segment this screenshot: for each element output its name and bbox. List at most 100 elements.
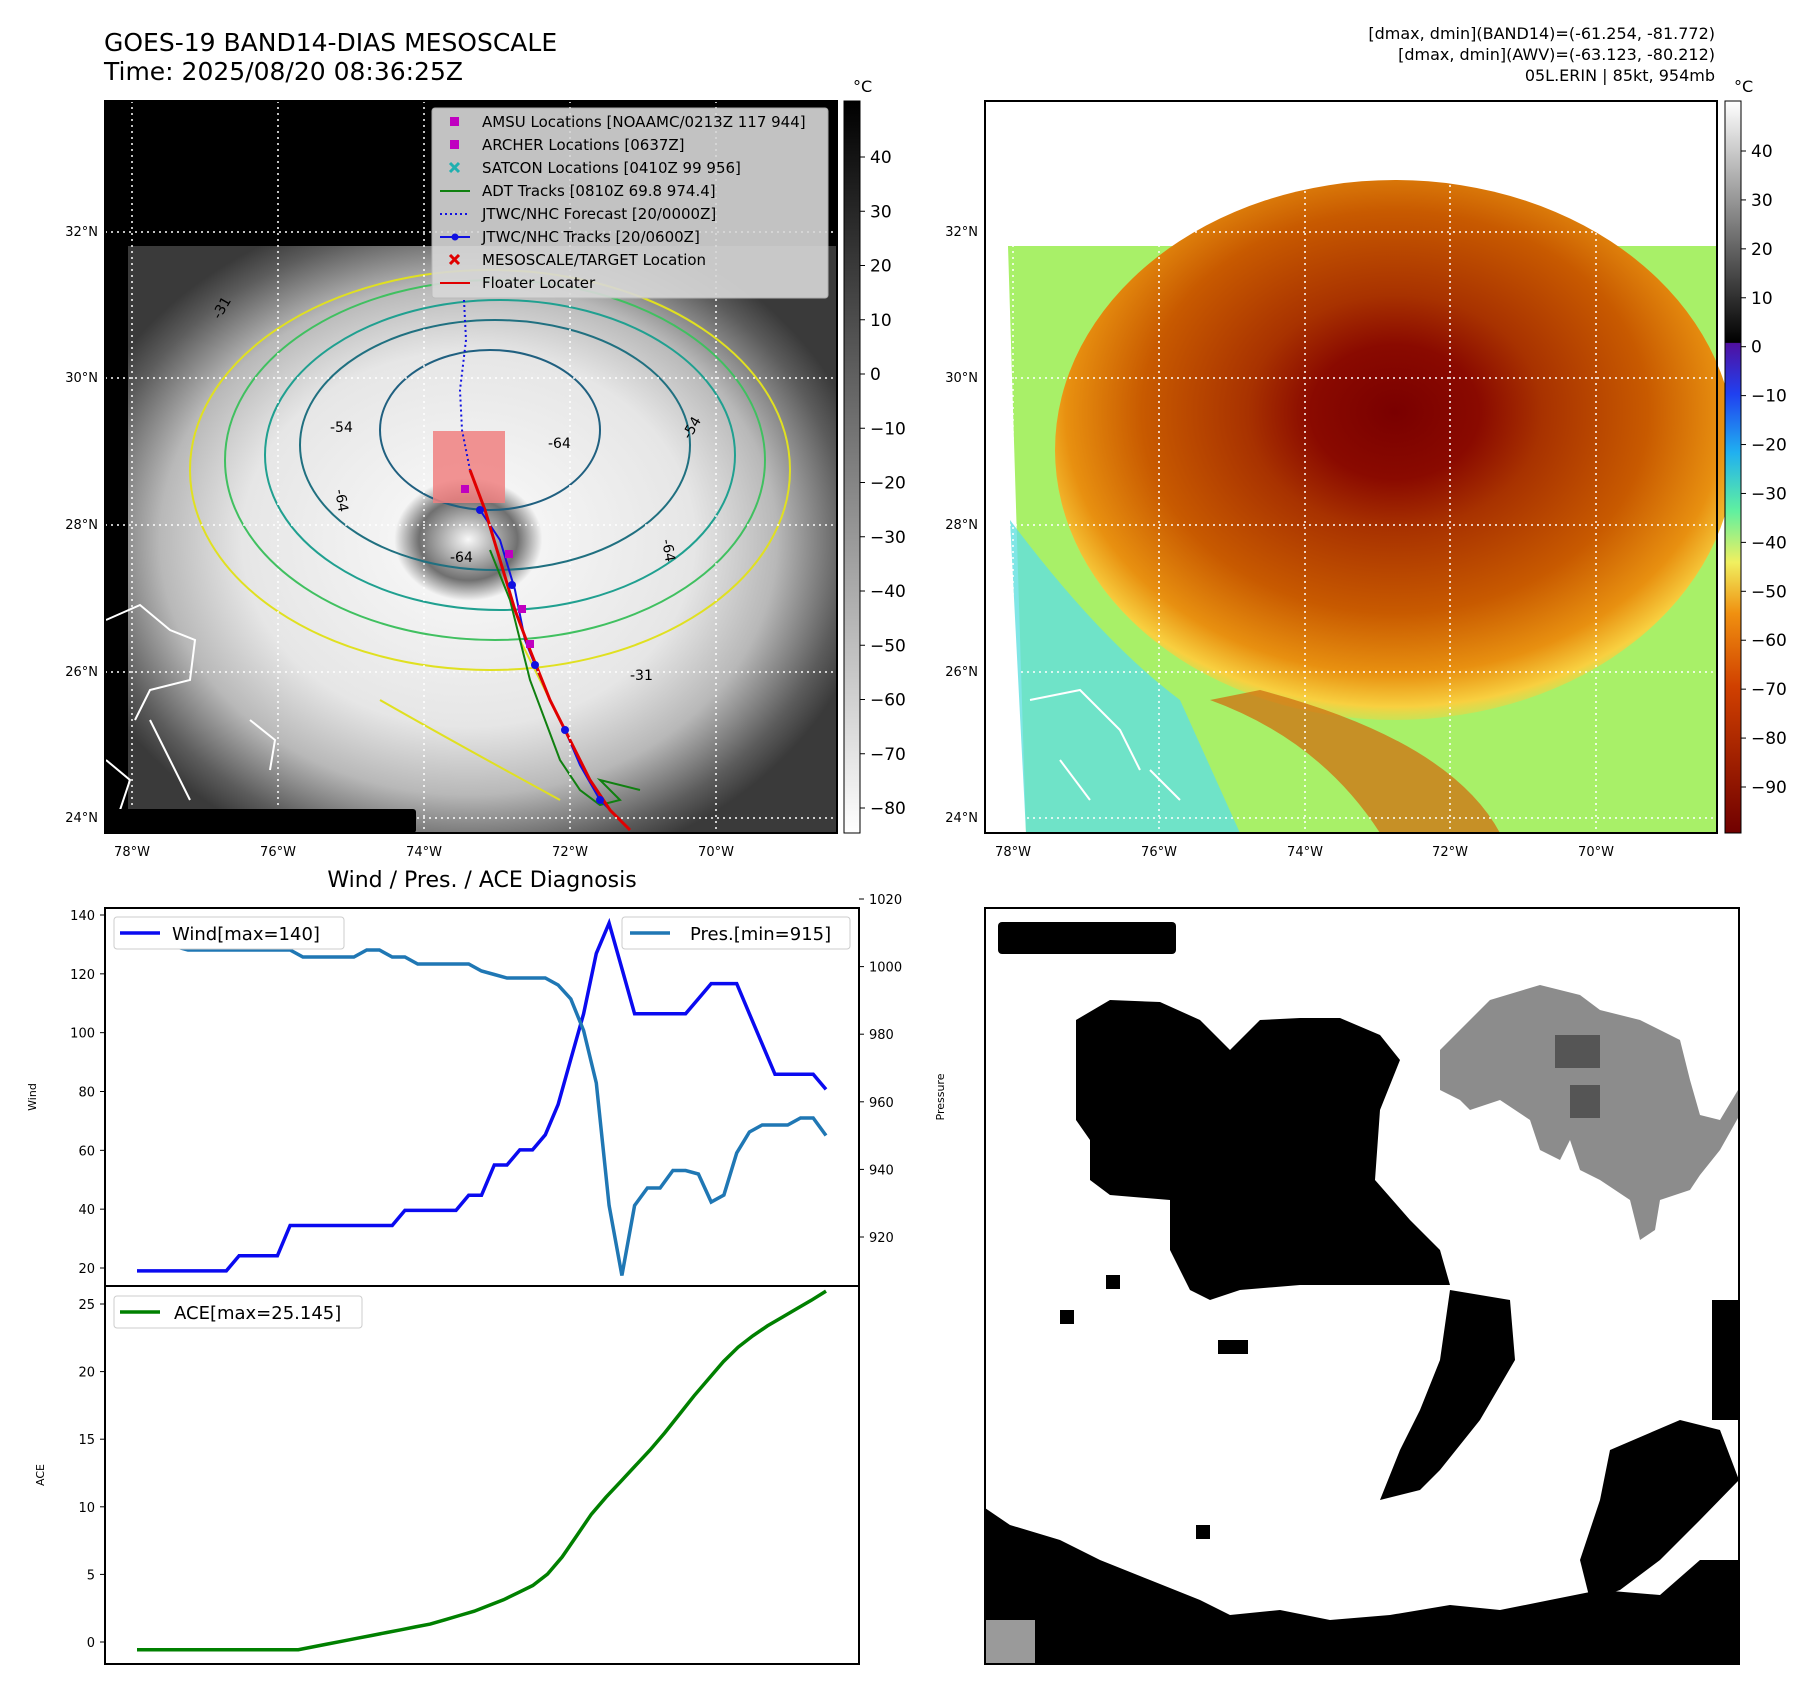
colorbar-tick-label: −20 [870,474,906,494]
colorbar-tick-label: 30 [870,202,892,222]
contour-inner-1 [299,319,691,571]
svg-text:30°N: 30°N [65,371,98,386]
axis-tick-label: 20 [78,1262,95,1277]
wmg-black-region-south [985,1508,1739,1664]
legend-entry: ARCHER Locations [0637Z] [450,136,685,154]
ace-series-line [137,1289,827,1652]
wind-legend-label: Wind[max=140] [172,924,320,945]
legend-label: ARCHER Locations [0637Z] [482,136,685,154]
contour-label-3: -64 [548,436,571,452]
figure-title: GOES-19 BAND14-DIAS MESOSCALE [104,28,557,57]
awv-colorbar-unit: °C [1734,77,1753,96]
wmg-dark-gray-2 [1570,1085,1600,1118]
svg-text:26°N: 26°N [945,665,978,680]
legend-label: AMSU Locations [NOAAMC/0213Z 117 944] [482,113,806,131]
best-track-points [476,506,604,804]
storm-info: 05L.ERIN | 85kt, 954mb [1525,66,1715,85]
pres-legend-label: Pres.[min=915] [690,924,831,945]
wmg-black-band-east [1380,1290,1515,1500]
awv-coastline [1029,688,1181,801]
stats-awv: [dmax, dmin](AWV)=(-63.123, -80.212) [1398,45,1715,64]
colorbar-tick-label: −40 [870,582,906,602]
svg-text:72°W: 72°W [1432,845,1468,860]
pres-ylabel: Pressure [934,1073,947,1120]
wmg-dark-gray-1 [1555,1035,1600,1068]
contour-label-7: -31 [630,668,653,684]
colorbar-tick-label: −90 [1751,778,1787,798]
svg-text:74°W: 74°W [1287,845,1323,860]
axis-tick-label: 20 [78,1366,95,1381]
axis-tick-label: 60 [78,1144,95,1159]
amsu-points [461,485,534,648]
contour-inner-2 [379,349,601,511]
wmg-black-speck-3 [1218,1340,1248,1354]
colorbar-tick-label: −30 [1751,484,1787,504]
wmg-gray-corner [985,1620,1035,1664]
wind-series-line [137,917,828,1273]
diagnosis-title: Wind / Pres. / ACE Diagnosis [327,868,636,893]
colorbar-tick-label: −60 [1751,631,1787,651]
axis-tick-label: 10 [78,1501,95,1516]
colorbar-tick-label: −60 [870,691,906,711]
legend-label: JTWC/NHC Forecast [20/0000Z] [481,205,716,223]
colorbar-tick-label: 0 [870,365,881,385]
colorbar-tick-label: 10 [870,311,892,331]
awv-rainband [1210,690,1500,833]
colorbar-tick-label: 20 [1751,240,1773,260]
wmg-black-band-southeast [1580,1420,1739,1600]
axis-tick-label: 25 [78,1298,95,1313]
legend-entry: JTWC/NHC Tracks [20/0600Z] [440,228,700,246]
wmg-black-speck-2 [1106,1275,1120,1289]
contour-label-8: -64 [658,538,678,563]
awv-map-panel: 32°N 30°N 28°N 26°N 24°N 78°W 76°W 74°W … [945,77,1787,860]
legend-marker-dot [451,233,459,241]
legend-marker-x [448,253,461,266]
wind-pres-chart: Wind / Pres. / ACE Diagnosis 140 120 100 80… [26,868,947,1287]
ir-imagery [128,246,837,833]
ir-map-panel: -31 -54 -64 -64 -64 -54 -31 -64 [65,77,906,860]
ace-legend: ACE[max=25.145] [113,1295,363,1329]
legend-entry: AMSU Locations [NOAAMC/0213Z 117 944] [450,113,806,131]
colorbar-tick-label: −70 [870,745,906,765]
axis-tick-label: 120 [70,968,95,983]
svg-text:78°W: 78°W [114,845,150,860]
svg-text:26°N: 26°N [65,665,98,680]
coastline [105,603,277,811]
svg-text:32°N: 32°N [945,225,978,240]
svg-text:76°W: 76°W [260,845,296,860]
axis-tick-label: 980 [869,1028,894,1043]
wind-plot-frame [104,907,860,1287]
legend-entry: Floater Locater [440,274,596,292]
svg-text:30°N: 30°N [945,371,978,386]
axis-tick-label: 15 [78,1433,95,1448]
colorbar-tick-label: −80 [1751,729,1787,749]
colorbar-tick-label: −50 [1751,582,1787,602]
legend-marker-square [450,140,459,149]
contour-label-4: -64 [450,550,473,566]
svg-text:70°W: 70°W [1578,845,1614,860]
legend-label: MESOSCALE/TARGET Location [482,251,706,269]
awv-lat-ticks: 32°N 30°N 28°N 26°N 24°N [945,225,978,826]
forecast-track [458,299,471,471]
ir-lat-ticks: 32°N 30°N 28°N 26°N 24°N [65,225,98,826]
colorbar-tick-label: −20 [1751,436,1787,456]
wmg-panel: WMG Count: 0 [984,907,1740,1665]
legend-marker-square [450,117,459,126]
ir-colorbar: °C 40 30 20 10 0 −10 −20 −30 −40 −50 −60 −70 −80 [843,77,906,834]
awv-storm [1055,180,1735,720]
colorbar-tick-label: −50 [870,636,906,656]
wmg-count-badge [998,922,1176,954]
contour-label-5: -64 [331,488,351,513]
colorbar-tick-label: 0 [1751,338,1762,358]
colorbar-tick-label: −40 [1751,533,1787,553]
ace-ylabel: ACE [34,1464,47,1486]
svg-text:74°W: 74°W [406,845,442,860]
legend-entry: JTWC/NHC Forecast [20/0000Z] [440,205,716,223]
axis-tick-label: 140 [70,909,95,924]
svg-text:72°W: 72°W [552,845,588,860]
ace-legend-label: ACE[max=25.145] [174,1303,341,1324]
colorbar-tick-label: 40 [870,148,892,168]
legend-entry: ADT Tracks [0810Z 69.8 974.4] [440,182,716,200]
ace-chart: 25 20 15 10 5 0 ACE ACE[max=25.145] [34,1285,860,1665]
